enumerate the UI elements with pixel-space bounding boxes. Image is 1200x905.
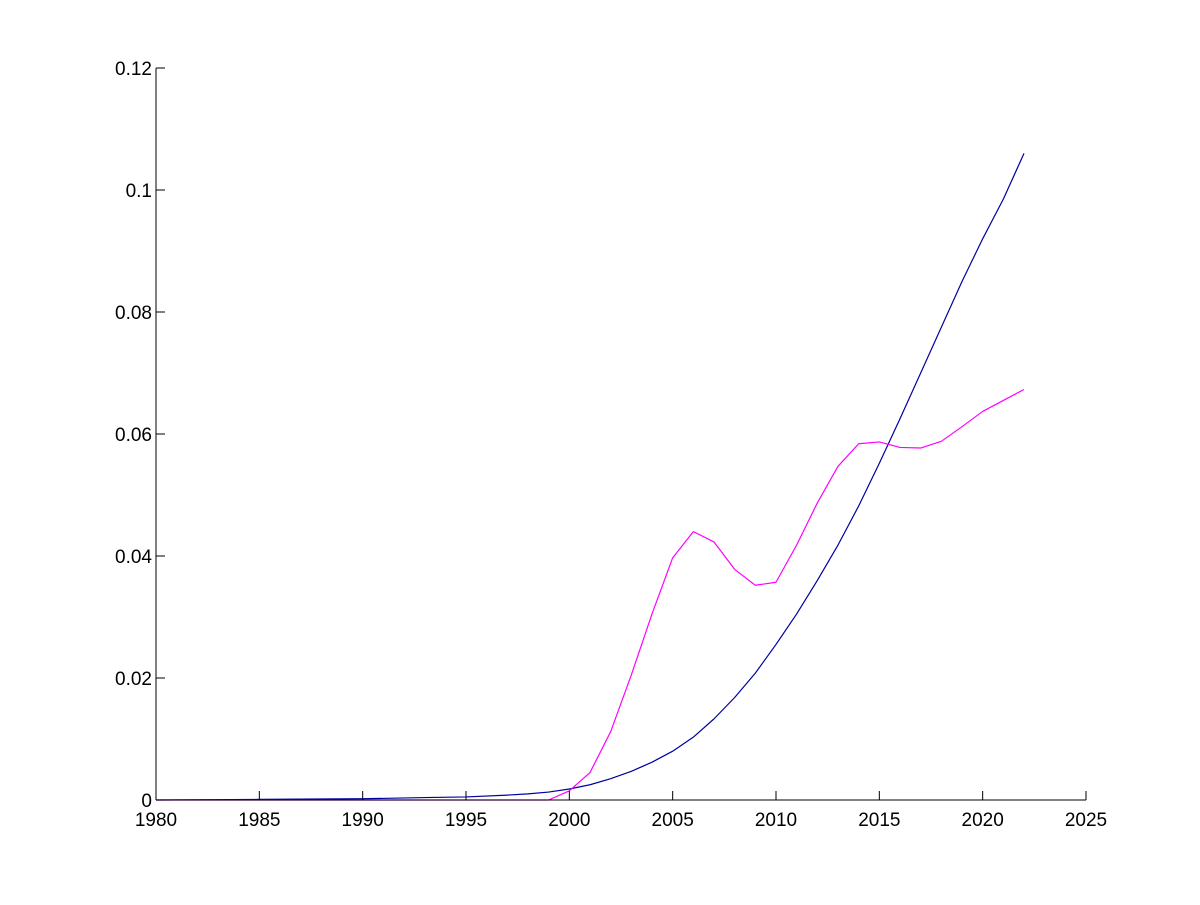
- y-tick-label: 0.06: [115, 425, 152, 446]
- series-line-2: [156, 388, 1025, 801]
- y-tick-label: 0: [141, 791, 152, 812]
- y-tick-label: 0.02: [115, 669, 152, 690]
- x-tick-label: 1995: [445, 810, 487, 831]
- x-tick-label: 2005: [652, 810, 694, 831]
- x-tick-label: 2000: [548, 810, 590, 831]
- x-tick-label: 1990: [342, 810, 384, 831]
- x-tick-label: 2025: [1065, 810, 1107, 831]
- x-tick-label: 2020: [962, 810, 1004, 831]
- x-tick-label: 1980: [135, 810, 177, 831]
- axes-layer: [155, 68, 1086, 801]
- x-tick-label: 2015: [858, 810, 900, 831]
- x-tick-label: 1985: [238, 810, 280, 831]
- y-tick-label: 0.08: [115, 303, 152, 324]
- series-layer: [155, 153, 1025, 801]
- y-tick-label: 0.04: [115, 547, 152, 568]
- y-tick-label: 0.1: [126, 181, 152, 202]
- ticks-layer: 1980 1985 1990 1995 2000 2005 2010 2015 2020 2025…: [115, 59, 1107, 831]
- y-tick-label: 0.12: [115, 59, 152, 80]
- x-tick-label: 2010: [755, 810, 797, 831]
- series-line-1: [155, 153, 1025, 801]
